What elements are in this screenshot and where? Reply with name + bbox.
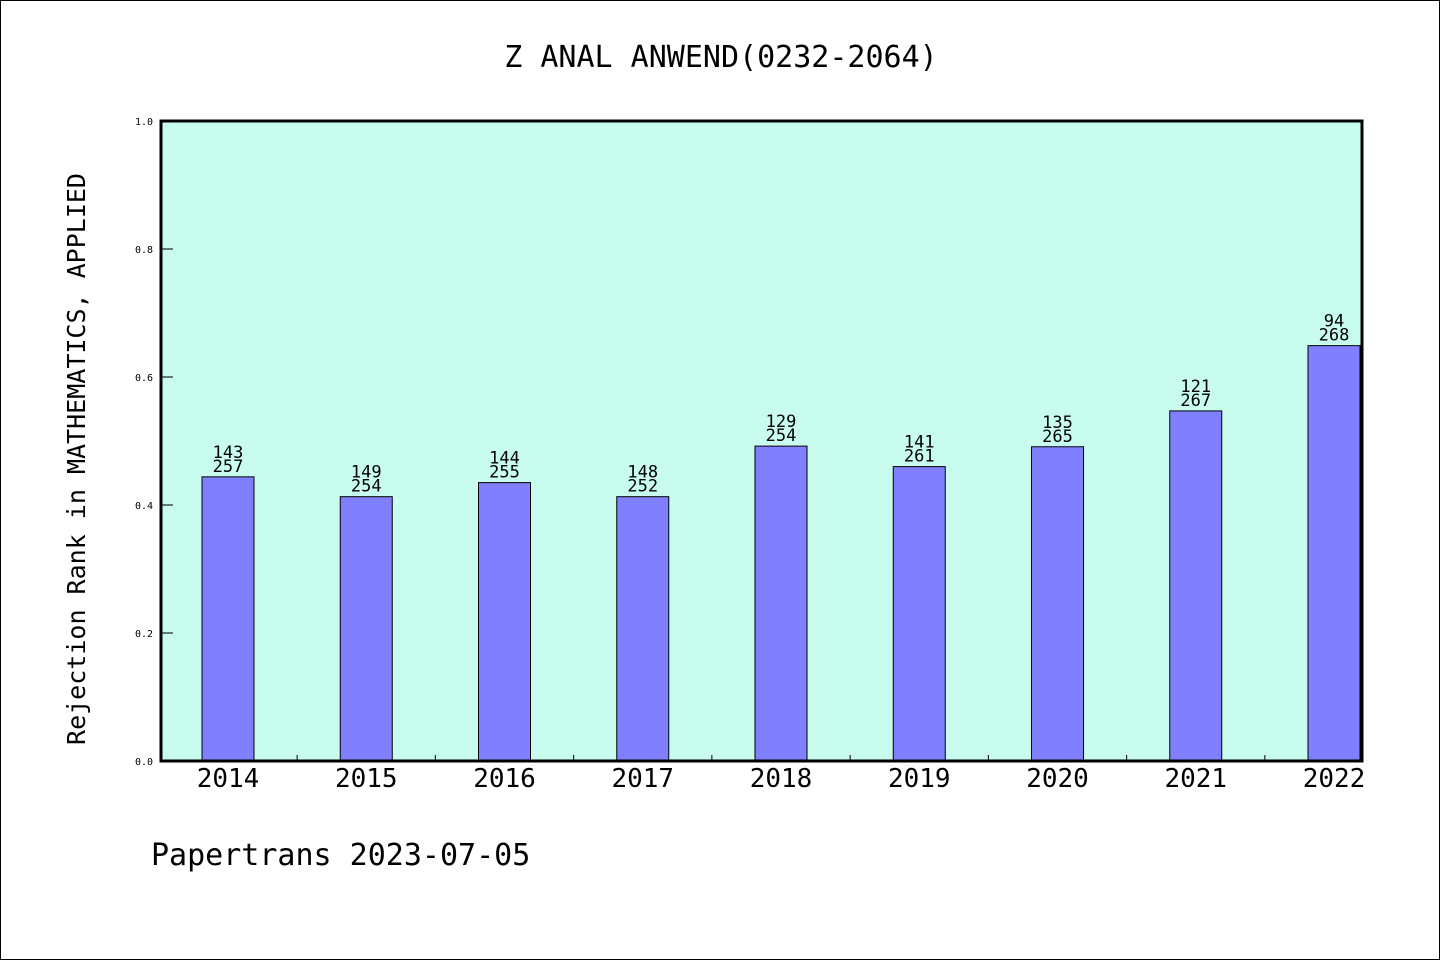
x-tick-label-2020: 2020 (1026, 764, 1089, 794)
y-tick-label: 0.2 (135, 629, 153, 640)
data-label-bottom-2014: 257 (213, 457, 244, 477)
data-label-bottom-2018: 254 (766, 426, 797, 446)
chart-title: Z ANAL ANWEND(0232-2064) (504, 40, 937, 75)
data-label-bottom-2021: 267 (1180, 391, 1211, 411)
y-tick-label: 0.0 (135, 757, 153, 768)
bar-2020 (1031, 446, 1084, 762)
bar-2014 (201, 476, 255, 762)
x-tick-label-2016: 2016 (473, 764, 536, 794)
bar-2019 (892, 466, 946, 762)
bar-2021 (1169, 410, 1223, 762)
bar-2022 (1307, 345, 1361, 762)
plot-border (159, 119, 1364, 763)
bar-2015 (339, 496, 393, 762)
data-label-top-2022: 94 (1324, 312, 1344, 332)
data-label-bottom-2016: 255 (489, 463, 520, 483)
x-tick-label-2019: 2019 (888, 764, 951, 794)
data-label-top-2014: 143 (213, 443, 244, 463)
bar-2017 (616, 496, 670, 762)
x-tick-labels: 2014 2015 2016 2017 2018 2019 2020 2021 2022 (197, 755, 1366, 794)
y-tick-label: 0.8 (135, 245, 153, 256)
bar-2016 (478, 482, 531, 762)
data-label-top-2020: 135 (1042, 413, 1073, 433)
data-label-top-2015: 149 (351, 463, 382, 483)
y-tick-label: 1.0 (135, 117, 153, 128)
x-tick-label-2015: 2015 (335, 764, 398, 794)
data-label-bottom-2017: 252 (627, 477, 658, 497)
y-axis-label: Rejection Rank in MATHEMATICS, APPLIED (62, 173, 91, 745)
x-tick-label-2018: 2018 (750, 764, 813, 794)
bar-2018 (754, 445, 808, 762)
x-tick-label-2022: 2022 (1303, 764, 1366, 794)
data-label-bottom-2019: 261 (904, 447, 935, 467)
y-tick-label: 0.6 (135, 373, 153, 384)
y-tick-label: 0.4 (135, 501, 153, 512)
x-tick-label-2017: 2017 (611, 764, 674, 794)
x-tick-label-2014: 2014 (197, 764, 260, 794)
data-label-top-2019: 141 (904, 433, 935, 453)
data-label-bottom-2015: 254 (351, 477, 382, 497)
footer-text: Papertrans 2023-07-05 (151, 838, 530, 873)
x-tick-label-2021: 2021 (1164, 764, 1227, 794)
data-label-top-2018: 129 (766, 412, 797, 432)
data-label-bottom-2020: 265 (1042, 427, 1073, 447)
data-label-top-2021: 121 (1180, 377, 1211, 397)
data-label-bottom-2022: 268 (1319, 326, 1350, 346)
data-label-top-2016: 144 (489, 449, 520, 469)
data-label-top-2017: 148 (627, 463, 658, 483)
